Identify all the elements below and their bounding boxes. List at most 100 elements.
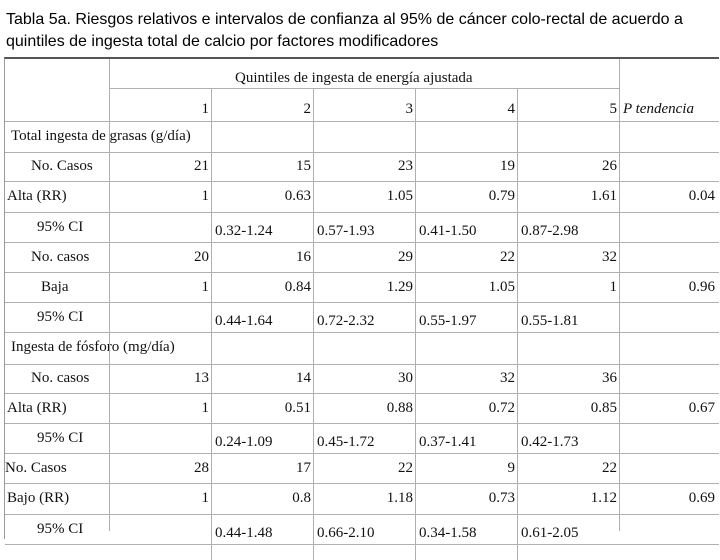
ci-cell: 0.55-1.97	[419, 313, 477, 330]
ci-cell: 0.44-1.48	[215, 524, 273, 541]
value-cell: 1.05	[488, 279, 515, 295]
column-divider	[517, 88, 518, 560]
value-cell: 1	[201, 490, 210, 507]
value-cell: 28	[194, 460, 209, 477]
value-cell: 32	[500, 369, 515, 386]
p-tendencia-header: P tendencia	[623, 101, 694, 117]
row-label: No. Casos	[31, 158, 93, 175]
p-value-cell: 0.04	[688, 188, 715, 205]
value-cell: 23	[398, 158, 413, 175]
value-cell: 22	[500, 248, 515, 265]
row-label: Alta (RR)	[7, 188, 67, 205]
row-label: No. casos	[31, 369, 90, 386]
ci-cell: 0.42-1.73	[521, 434, 579, 450]
section-divider	[5, 363, 719, 365]
value-cell: 29	[398, 248, 413, 265]
p-value-cell: 0.96	[688, 279, 715, 295]
value-cell: 1	[201, 279, 210, 295]
quintile-header-3: 3	[405, 101, 414, 117]
value-cell: 0.8	[292, 490, 311, 507]
row-divider	[5, 453, 719, 455]
column-divider	[415, 88, 416, 560]
value-cell: 1.29	[386, 279, 413, 295]
row-divider	[5, 241, 719, 243]
value-cell: 1	[201, 188, 210, 205]
ci-cell: 0.61-2.05	[521, 524, 579, 541]
row-divider	[5, 332, 719, 334]
value-cell: 1.05	[386, 188, 413, 205]
row-label: 95% CI	[37, 218, 84, 235]
row-label: 95% CI	[37, 309, 84, 326]
value-cell: 1.18	[386, 490, 413, 507]
row-divider	[5, 302, 719, 304]
value-cell: 22	[602, 460, 617, 477]
quintile-header-1: 1	[201, 101, 210, 117]
row-divider	[5, 543, 719, 545]
results-table: Quintiles de ingesta de energía ajustada…	[4, 57, 719, 560]
value-cell: 0.73	[488, 490, 515, 507]
quintile-header-4: 4	[507, 101, 516, 117]
value-cell: 0.79	[488, 188, 515, 205]
ci-cell: 0.87-2.98	[521, 222, 579, 239]
p-value-cell: 0.69	[688, 490, 715, 507]
value-cell: 1.61	[590, 188, 617, 205]
ci-cell: 0.41-1.50	[419, 222, 477, 239]
row-label: 95% CI	[37, 430, 84, 446]
value-cell: 22	[398, 460, 413, 477]
row-label: Bajo (RR)	[7, 490, 70, 507]
ci-cell: 0.37-1.41	[419, 434, 477, 450]
row-label: Alta (RR)	[7, 399, 67, 416]
value-cell: 32	[602, 248, 617, 265]
value-cell: 0.72	[488, 399, 515, 416]
value-cell: 0.88	[386, 399, 413, 416]
value-cell: 16	[296, 248, 311, 265]
row-divider	[5, 181, 719, 183]
ci-cell: 0.32-1.24	[215, 222, 273, 239]
value-cell: 26	[602, 158, 617, 175]
quintile-header-5: 5	[609, 101, 618, 117]
ci-cell: 0.34-1.58	[419, 524, 477, 541]
ci-cell: 0.66-2.10	[317, 524, 375, 541]
quintile-header-2: 2	[303, 101, 312, 117]
ci-cell: 0.57-1.93	[317, 222, 375, 239]
value-cell: 15	[296, 158, 311, 175]
ci-cell: 0.72-2.32	[317, 313, 375, 330]
row-divider	[5, 423, 719, 424]
value-cell: 19	[500, 158, 515, 175]
row-divider	[5, 272, 719, 273]
section-divider	[5, 152, 719, 154]
row-divider	[5, 513, 719, 515]
table-caption: Tabla 5a. Riesgos relativos e intervalos…	[6, 11, 683, 50]
row-label: Baja	[41, 279, 69, 295]
value-cell: 36	[602, 369, 617, 386]
row-label: No. Casos	[5, 460, 67, 477]
row-label: 95% CI	[37, 520, 84, 537]
column-divider	[109, 59, 110, 531]
value-cell: 0.63	[284, 188, 311, 205]
column-divider	[313, 88, 314, 560]
value-cell: 9	[507, 460, 516, 477]
header-divider	[109, 88, 619, 89]
value-cell: 1	[609, 279, 618, 295]
ci-cell: 0.44-1.64	[215, 313, 273, 330]
value-cell: 21	[194, 158, 209, 175]
row-label: No. casos	[31, 248, 90, 265]
ci-cell: 0.24-1.09	[215, 434, 273, 450]
value-cell: 14	[296, 369, 311, 386]
row-divider	[5, 211, 719, 213]
ci-cell: 0.55-1.81	[521, 313, 579, 330]
value-cell: 1	[201, 399, 210, 416]
section-title: Total ingesta de grasas (g/día)	[11, 128, 191, 144]
value-cell: 0.85	[590, 399, 617, 416]
value-cell: 20	[194, 248, 209, 265]
value-cell: 30	[398, 369, 413, 386]
value-cell: 1.12	[590, 490, 617, 507]
column-divider	[619, 59, 620, 531]
header-bottom-line	[5, 121, 719, 122]
ci-cell: 0.45-1.72	[317, 434, 375, 450]
value-cell: 0.84	[284, 279, 311, 295]
value-cell: 13	[194, 369, 209, 386]
column-divider	[211, 88, 212, 560]
row-divider	[5, 483, 719, 485]
p-value-cell: 0.67	[688, 399, 715, 416]
